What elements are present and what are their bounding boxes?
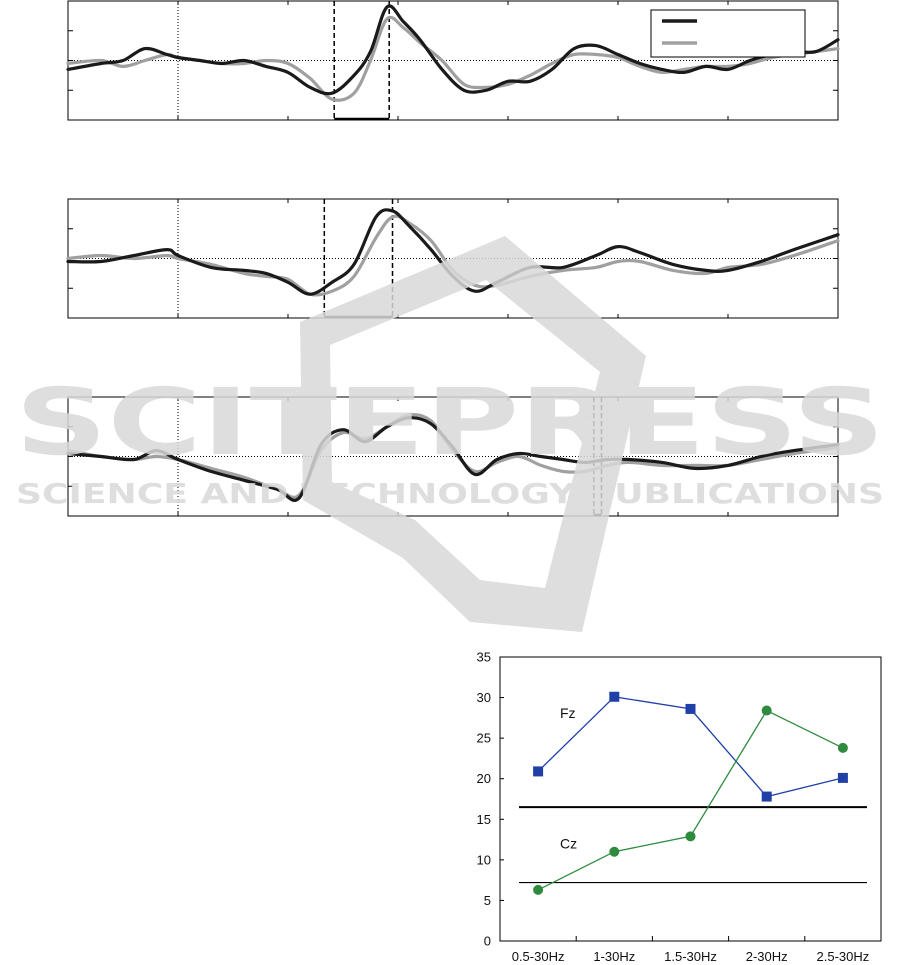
series-label-cz: Cz bbox=[560, 835, 577, 851]
y-tick-label: 35 bbox=[477, 650, 491, 665]
watermark-emblem bbox=[300, 236, 646, 632]
data-point-cz bbox=[533, 884, 544, 895]
frequency-band-chart: 0 5 10 15 20 25 30 35 0.5-30Hz 1-30Hz 1.5-30Hz 2-30… bbox=[477, 650, 882, 964]
x-tick-label: 1-30Hz bbox=[593, 949, 635, 964]
watermark: SCITEPRESS SCIENCE AND TECHNOLOGY PUBLIC… bbox=[15, 236, 885, 632]
x-tick-label: 0.5-30Hz bbox=[512, 949, 565, 964]
watermark-brand: SCITEPRESS bbox=[15, 369, 885, 476]
data-point-cz bbox=[761, 705, 772, 716]
y-tick-label: 15 bbox=[477, 812, 491, 827]
waveform-panels bbox=[66, 0, 840, 517]
series-label-fz: Fz bbox=[560, 705, 576, 721]
y-tick-label: 0 bbox=[484, 934, 491, 949]
data-point-fz bbox=[761, 791, 772, 802]
y-tick-label: 20 bbox=[477, 771, 491, 786]
waveform-series bbox=[66, 208, 840, 296]
legend-box bbox=[650, 9, 806, 58]
data-point-fz bbox=[533, 766, 544, 777]
legend bbox=[650, 9, 806, 58]
data-point-fz bbox=[609, 691, 620, 702]
waveform-series bbox=[66, 4, 840, 96]
waveform-1 bbox=[66, 0, 840, 121]
x-tick-label: 2.5-30Hz bbox=[817, 949, 870, 964]
waveform-series bbox=[66, 416, 840, 502]
watermark-tagline: SCIENCE AND TECHNOLOGY PUBLICATIONS bbox=[16, 477, 884, 510]
y-tick-label: 25 bbox=[477, 731, 491, 746]
data-point-cz bbox=[609, 846, 620, 857]
x-tick-label: 1.5-30Hz bbox=[664, 949, 717, 964]
x-tick-label: 2-30Hz bbox=[746, 949, 788, 964]
data-point-cz bbox=[837, 742, 848, 753]
waveform-series bbox=[66, 214, 840, 297]
data-point-fz bbox=[685, 703, 696, 714]
y-tick-label: 5 bbox=[484, 893, 491, 908]
plot-frame bbox=[499, 656, 882, 942]
y-tick-label: 10 bbox=[477, 852, 491, 867]
series-line-cz bbox=[537, 709, 844, 891]
y-tick-label: 30 bbox=[477, 690, 491, 705]
data-point-cz bbox=[685, 831, 696, 842]
data-point-fz bbox=[837, 772, 848, 783]
